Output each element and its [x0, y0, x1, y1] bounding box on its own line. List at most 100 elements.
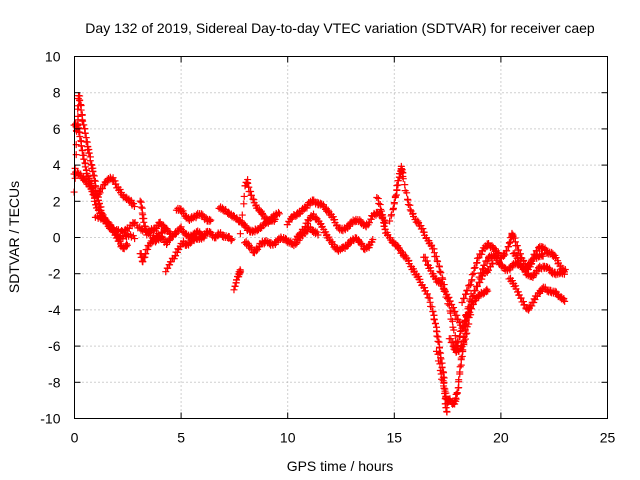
x-tick-label: 0: [71, 430, 79, 446]
data-point: [437, 269, 445, 277]
data-point: [380, 222, 388, 230]
y-tick-label: 10: [45, 49, 61, 65]
data-point: [136, 197, 144, 205]
series-arc-6: [136, 232, 174, 266]
data-point: [377, 205, 385, 213]
series-arc-11: [236, 176, 279, 238]
data-point: [434, 350, 442, 358]
data-point: [79, 117, 87, 125]
data-point: [80, 121, 88, 129]
series-arc-22: [505, 274, 569, 314]
data-point: [454, 338, 462, 346]
y-tick-label: 4: [53, 157, 61, 173]
data-point: [439, 275, 447, 283]
data-point: [131, 235, 139, 243]
data-point: [71, 174, 79, 182]
data-point: [139, 258, 147, 266]
data-point: [72, 151, 80, 159]
data-point: [207, 216, 215, 224]
data-point: [443, 408, 451, 416]
chart-title: Day 132 of 2019, Sidereal Day-to-day VTE…: [85, 20, 595, 36]
data-point: [76, 133, 84, 141]
data-point: [438, 375, 446, 383]
data-points: [70, 92, 569, 416]
data-point: [386, 217, 394, 225]
data-point: [230, 286, 238, 294]
data-point: [456, 327, 464, 335]
data-point: [470, 264, 478, 272]
data-point: [460, 294, 468, 302]
data-point: [455, 376, 463, 384]
y-tick-labels: -10 -8 -6 -4 -2 0 2 4 6 8 10: [40, 49, 60, 427]
data-point: [434, 337, 442, 345]
data-point: [447, 309, 455, 317]
data-point: [429, 308, 437, 316]
data-point: [123, 240, 131, 248]
data-point: [81, 129, 89, 137]
series-arc-10: [230, 266, 245, 294]
x-tick-labels: 0 5 10 15 20 25: [71, 430, 616, 446]
data-point: [137, 203, 145, 211]
data-point: [457, 354, 465, 362]
data-point: [86, 157, 94, 165]
data-point: [450, 304, 458, 312]
data-point: [314, 231, 322, 239]
x-axis-title: GPS time / hours: [287, 458, 394, 474]
data-point: [462, 316, 470, 324]
data-point: [271, 215, 279, 223]
data-point: [431, 319, 439, 327]
y-tick-label: -2: [48, 266, 61, 282]
data-point: [74, 112, 82, 120]
data-point: [89, 171, 97, 179]
data-point: [375, 199, 383, 207]
data-point: [130, 203, 138, 211]
data-point: [449, 317, 457, 325]
y-tick-label: -8: [48, 374, 61, 390]
data-point: [404, 201, 412, 209]
data-point: [463, 286, 471, 294]
data-point: [240, 200, 248, 208]
data-point: [238, 211, 246, 219]
data-point: [369, 235, 377, 243]
data-point: [459, 346, 467, 354]
data-point: [471, 287, 479, 295]
data-point: [475, 273, 483, 281]
series-arc-2: [70, 120, 139, 243]
data-point: [76, 96, 84, 104]
data-point: [72, 141, 80, 149]
y-tick-label: 8: [53, 85, 61, 101]
x-tick-label: 25: [600, 430, 616, 446]
data-point: [469, 300, 477, 308]
data-point: [517, 294, 525, 302]
data-point: [206, 217, 214, 225]
data-point: [74, 105, 82, 113]
data-point: [480, 261, 488, 269]
data-point: [236, 230, 244, 238]
y-axis-title: SDTVAR / TECUs: [6, 181, 22, 293]
data-point: [468, 271, 476, 279]
data-point: [520, 301, 528, 309]
data-point: [505, 243, 513, 251]
data-point: [503, 247, 511, 255]
y-tick-label: 2: [53, 193, 61, 209]
data-point: [458, 298, 466, 306]
data-point: [240, 192, 248, 200]
data-point: [388, 211, 396, 219]
series-arc-23: [509, 249, 569, 282]
data-point: [394, 177, 402, 185]
data-point: [77, 106, 85, 114]
data-point: [440, 382, 448, 390]
data-point: [397, 162, 405, 170]
data-point: [428, 303, 436, 311]
data-point: [399, 175, 407, 183]
data-point: [539, 252, 547, 260]
y-tick-label: 0: [53, 230, 61, 246]
data-point: [513, 242, 521, 250]
data-point: [433, 332, 441, 340]
data-point: [561, 266, 569, 274]
series-arc-14: [292, 210, 377, 255]
data-point: [262, 214, 270, 222]
data-point: [81, 163, 89, 171]
data-point: [228, 235, 236, 243]
